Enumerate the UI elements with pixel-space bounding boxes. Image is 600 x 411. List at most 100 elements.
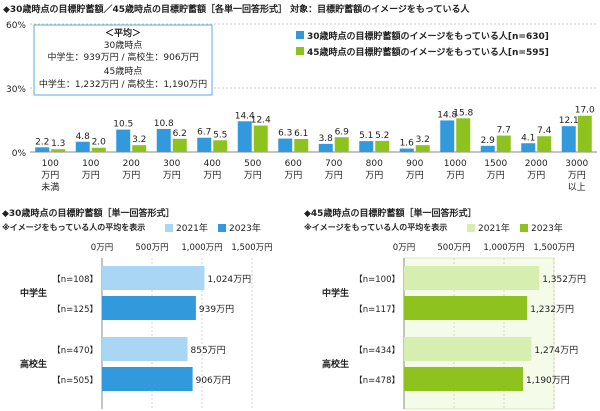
bar-45 <box>375 140 390 152</box>
bar-value-label: 10.8 <box>154 119 174 129</box>
bar-30 <box>399 148 414 152</box>
x-category-label: 万円 <box>203 170 221 181</box>
bar-45 <box>456 118 471 152</box>
chart30-x-tick-label: 500万円 <box>135 243 168 253</box>
chart45-bar-2023 <box>404 296 528 320</box>
average-label-30: 30歳時点 <box>104 39 142 51</box>
x-category-label: 2000 <box>525 159 548 169</box>
chart45-bar-2021 <box>404 337 532 361</box>
chart45-n-label: 【n=434】 <box>354 346 400 356</box>
chart45-n-label: 【n=478】 <box>354 376 400 386</box>
chart45-x-tick-label: 1,000万円 <box>483 243 524 253</box>
bar-30 <box>359 141 374 152</box>
x-category-label: 800 <box>366 159 383 169</box>
bar-value-label: 2.0 <box>92 138 107 148</box>
chart45-legend-2021: 2021年 <box>478 222 510 234</box>
chart30-group-label: 高校生 <box>20 358 47 370</box>
x-category-label: 万円 <box>406 170 424 181</box>
chart30-bar-2021 <box>102 266 205 290</box>
bar-value-label: 5.1 <box>359 131 373 141</box>
x-category-label: 400 <box>204 159 221 169</box>
bar-45 <box>496 135 511 152</box>
average-box <box>33 24 213 96</box>
x-category-label: 万円 <box>244 170 262 181</box>
bar-value-label: 4.1 <box>521 133 535 143</box>
chart30-bar-2023 <box>102 296 196 320</box>
bar-30 <box>116 129 131 152</box>
bar-45 <box>91 147 106 152</box>
y-tick-label: 30% <box>6 85 26 95</box>
bar-45 <box>51 149 66 152</box>
bar-45 <box>577 115 592 152</box>
bar-30 <box>156 128 171 152</box>
chart45-legend-swatch-2023 <box>520 224 528 232</box>
x-category-label: 700 <box>325 159 342 169</box>
chart30-group-label: 中学生 <box>20 287 47 299</box>
bar-45 <box>172 138 187 152</box>
chart45-x-tick-label: 500万円 <box>437 243 470 253</box>
x-category-label: 1500 <box>484 159 507 169</box>
bar-30 <box>197 137 212 152</box>
average-label-45: 45歳時点 <box>104 65 142 77</box>
bar-value-label: 2.9 <box>481 136 496 146</box>
x-category-label: 500 <box>244 159 261 169</box>
bar-45 <box>132 145 147 152</box>
bar-30 <box>561 126 576 152</box>
x-category-label: 万円 <box>122 170 140 181</box>
bar-value-label: 3.8 <box>319 134 334 144</box>
y-tick-label: 60% <box>6 21 26 31</box>
x-category-label: 万円 <box>527 170 545 181</box>
chart45-bar-2021 <box>404 266 540 290</box>
chart30-legend-2023: 2023年 <box>229 222 261 234</box>
chart45-bar-value-label: 1,352万円 <box>542 274 586 285</box>
x-category-label: 1000 <box>444 159 467 169</box>
bar-45 <box>415 145 430 152</box>
chart30-legend-swatch-2023 <box>218 224 226 232</box>
chart30-bar-value-label: 1,024万円 <box>207 274 251 285</box>
bar-value-label: 4.8 <box>76 132 91 142</box>
legend-label: 30歳時点の目標貯蓄額のイメージをもっている人[n=630] <box>307 30 549 42</box>
chart45-x-tick-label: 0万円 <box>393 243 415 253</box>
bar-30 <box>521 143 536 152</box>
bar-value-label: 2.2 <box>35 137 49 147</box>
x-category-label: 未満 <box>41 181 59 193</box>
bar-45 <box>334 137 349 152</box>
chart45-bar-value-label: 1,190万円 <box>526 375 570 386</box>
x-category-label: 万円 <box>487 170 505 181</box>
x-category-label: 万円 <box>365 170 383 181</box>
chart45-legend-swatch-2021 <box>467 224 475 232</box>
bar-45 <box>294 138 309 152</box>
bar-value-label: 5.5 <box>213 130 227 140</box>
x-category-label: 万円 <box>82 170 100 181</box>
chart30-bar-2023 <box>102 367 193 391</box>
x-category-label: 100 <box>82 159 99 169</box>
bar-value-label: 17.0 <box>575 106 595 116</box>
average-line-30: 中学生：939万円 / 高校生：906万円 <box>47 51 198 63</box>
x-category-label: 100 <box>42 159 59 169</box>
chart30-legend-2021: 2021年 <box>176 222 208 234</box>
bar-30 <box>480 145 495 152</box>
chart30-n-label: 【n=125】 <box>52 305 98 315</box>
bar-30 <box>35 147 50 152</box>
bar-45 <box>213 140 228 152</box>
bar-45 <box>537 136 552 152</box>
chart45-legend-2023: 2023年 <box>531 222 563 234</box>
bar-value-label: 6.3 <box>278 129 292 139</box>
chart45-bar-value-label: 1,274万円 <box>534 345 578 356</box>
bar-30 <box>440 120 455 152</box>
chart30-n-label: 【n=108】 <box>52 275 98 285</box>
chart30-legend-swatch-2021 <box>165 224 173 232</box>
bar-value-label: 6.7 <box>197 128 211 138</box>
legend-swatch-30 <box>296 31 304 39</box>
chart30-x-tick-label: 1,000万円 <box>181 243 222 253</box>
chart30-n-label: 【n=470】 <box>52 346 98 356</box>
chart45-n-label: 【n=100】 <box>354 275 400 285</box>
bar-value-label: 15.8 <box>453 108 473 118</box>
x-category-label: 200 <box>123 159 140 169</box>
chart45-group-label: 高校生 <box>322 358 349 370</box>
x-category-label: 万円 <box>41 170 59 181</box>
x-category-label: 300 <box>163 159 180 169</box>
bar-value-label: 14.8 <box>437 110 457 120</box>
chart45-subtitle: ※イメージをもっている人の平均を表示 <box>304 222 447 232</box>
